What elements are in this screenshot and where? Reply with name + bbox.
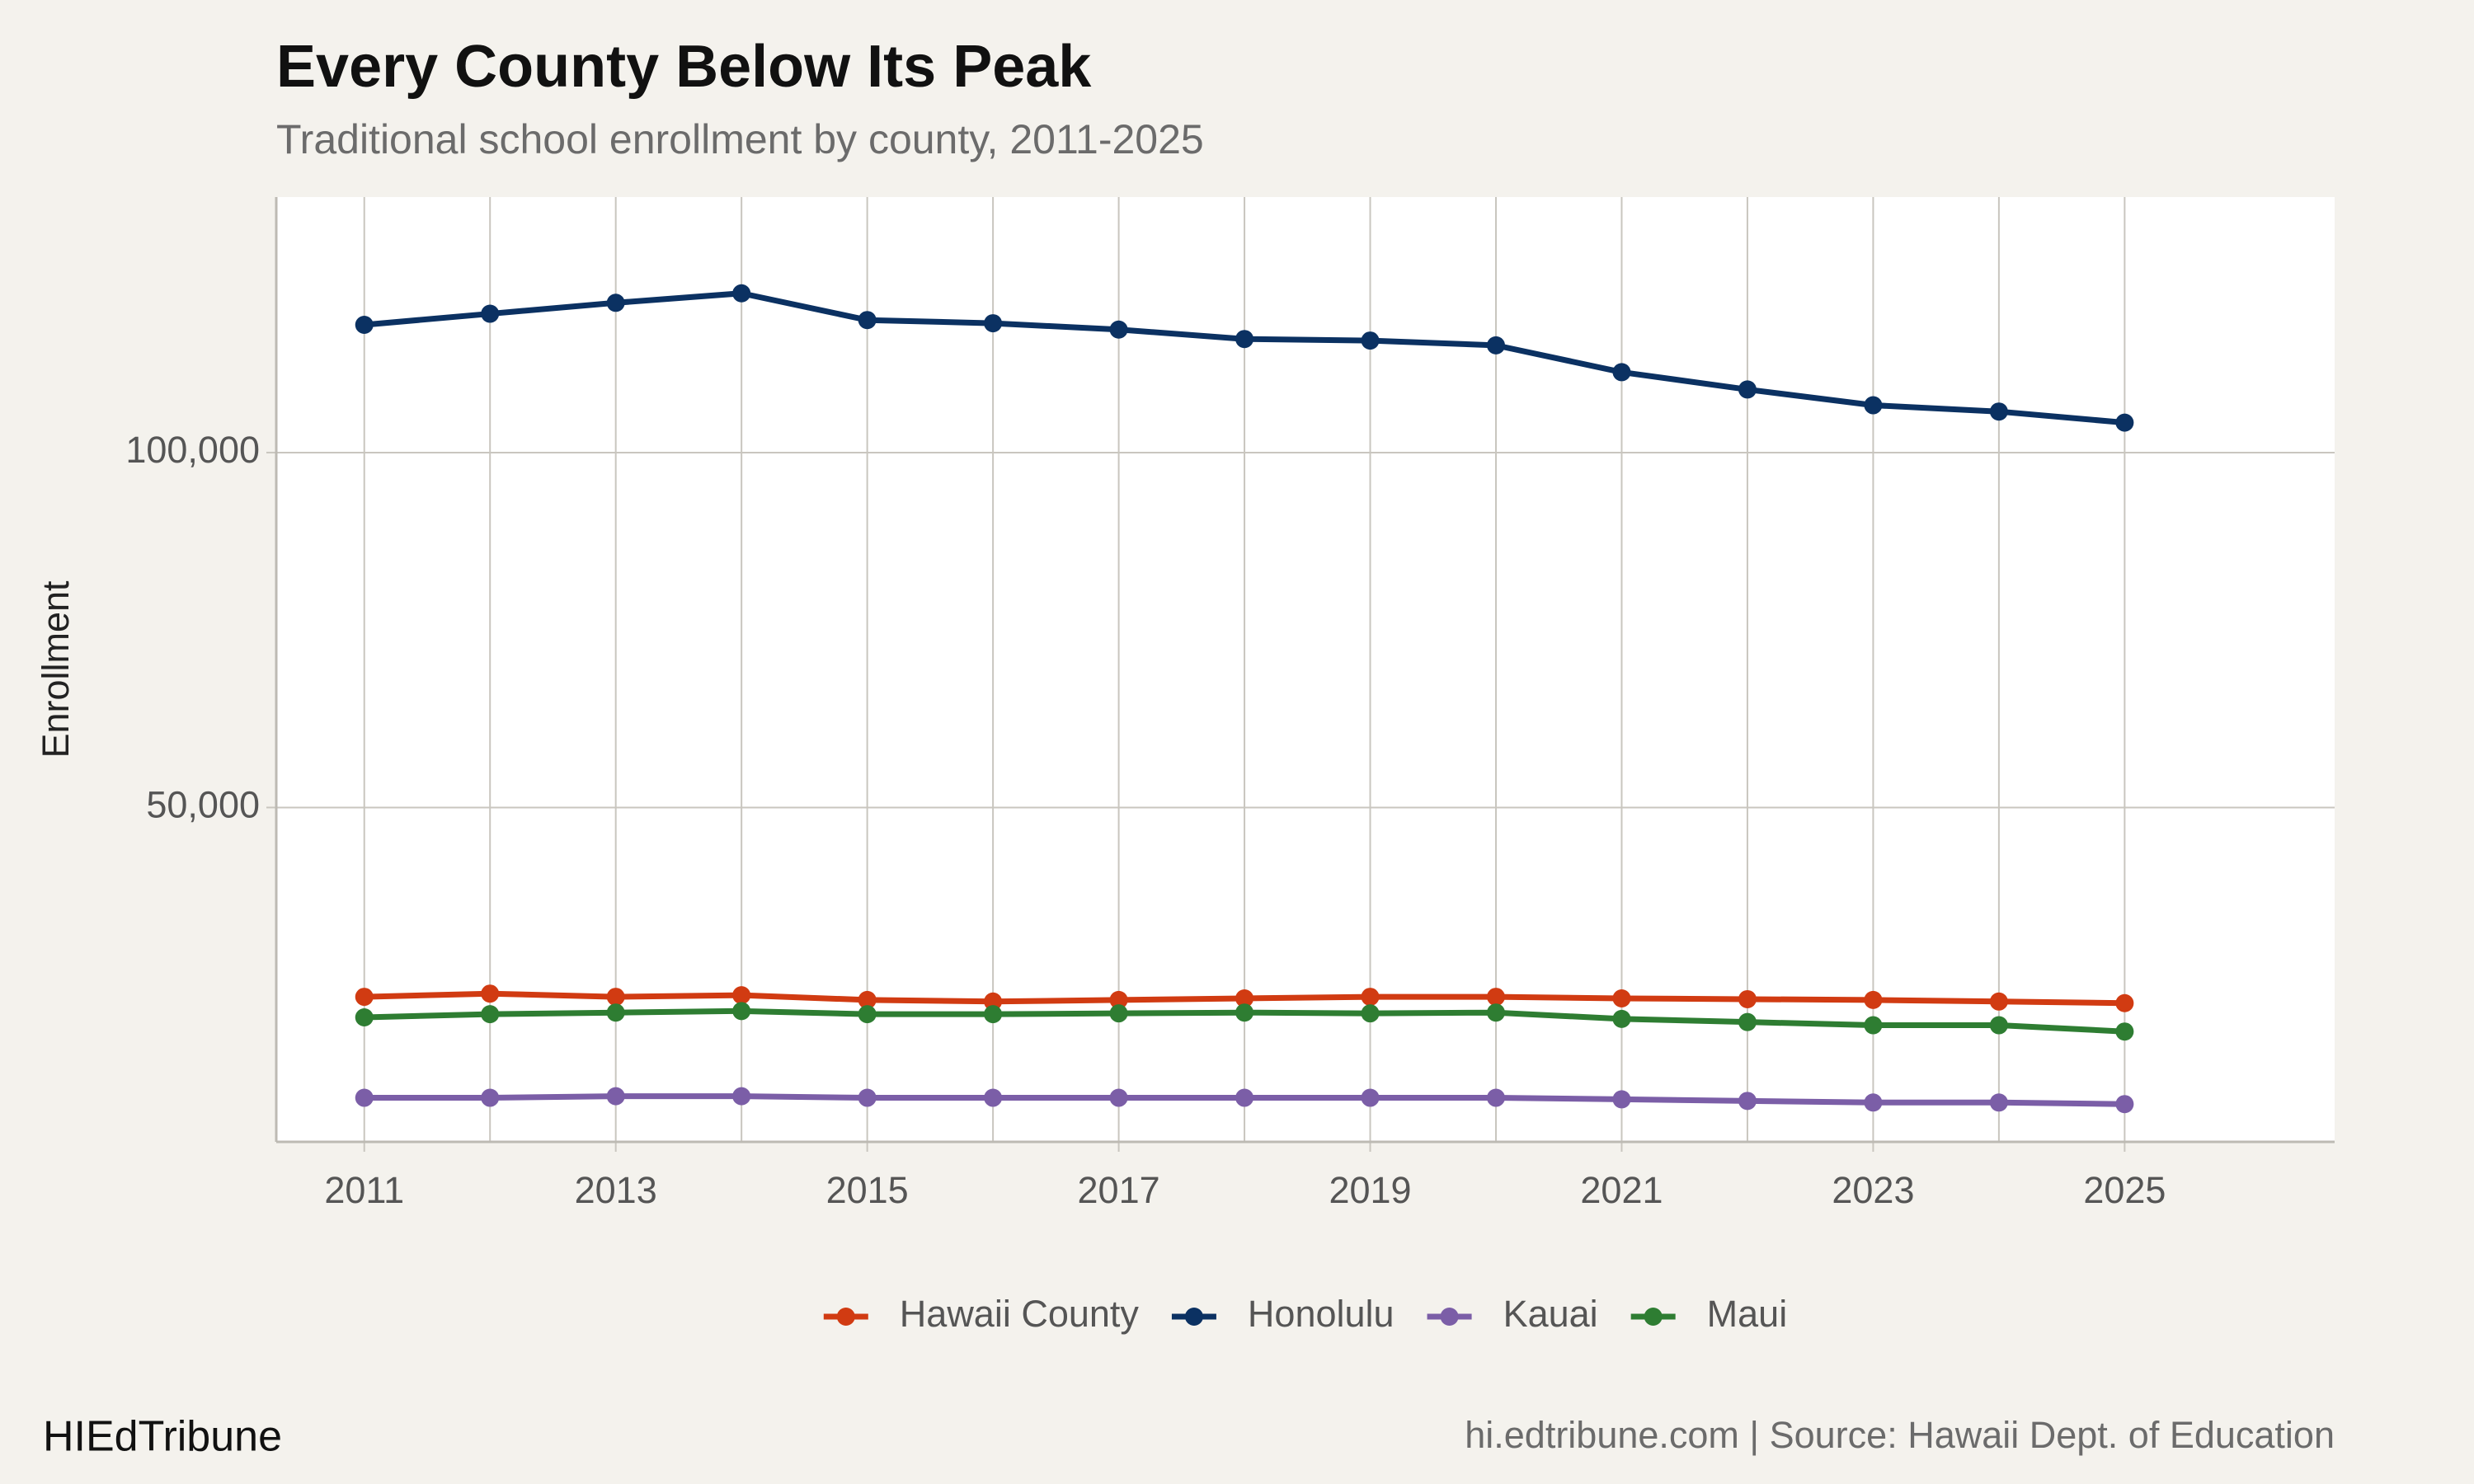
point: [1989, 1093, 2008, 1112]
point: [858, 990, 877, 1009]
point: [355, 1088, 374, 1107]
x-tick-label: 2011: [324, 1169, 404, 1211]
point: [1235, 989, 1254, 1007]
point: [606, 988, 625, 1007]
legend-label: Honolulu: [1248, 1293, 1395, 1335]
point: [1864, 396, 1883, 415]
legend-label: Hawaii County: [900, 1293, 1140, 1335]
point: [2115, 993, 2134, 1012]
point: [1361, 1088, 1380, 1107]
point: [1864, 1093, 1883, 1112]
legend-key-dot: [1184, 1308, 1203, 1326]
legend: Hawaii County Honolulu Kauai Maui: [823, 1293, 1788, 1335]
point: [481, 304, 500, 323]
source: hi.edtribune.com | Source: Hawaii Dept. …: [1465, 1414, 2335, 1456]
point: [1738, 380, 1757, 399]
point: [606, 294, 625, 312]
legend-key-dot: [1644, 1308, 1663, 1326]
point: [1738, 1092, 1757, 1111]
chart-title: Every County Below Its Peak: [276, 34, 1092, 100]
point: [2115, 1095, 2134, 1114]
x-tick-label: 2023: [1832, 1169, 1914, 1211]
point: [606, 1003, 625, 1022]
point: [1361, 988, 1380, 1007]
y-tick-label: 50,000: [146, 783, 260, 825]
point: [1486, 336, 1505, 355]
x-tick-label: 2019: [1329, 1169, 1411, 1211]
y-tick-label: 100,000: [125, 429, 260, 471]
point: [1109, 990, 1128, 1009]
point: [1109, 1088, 1128, 1107]
point: [1486, 1088, 1505, 1107]
x-tick-label: 2025: [2083, 1169, 2166, 1211]
point: [858, 1088, 877, 1107]
point: [732, 986, 751, 1005]
point: [2115, 1022, 2134, 1041]
point: [1235, 1003, 1254, 1022]
x-tick-label: 2015: [826, 1169, 909, 1211]
point: [606, 1087, 625, 1106]
point: [1361, 331, 1380, 350]
point: [1109, 1004, 1128, 1023]
point: [481, 984, 500, 1003]
point: [984, 992, 1003, 1011]
point: [732, 1087, 751, 1106]
x-tick-label: 2021: [1580, 1169, 1663, 1211]
legend-label: Maui: [1707, 1293, 1788, 1335]
point: [1486, 1003, 1505, 1022]
chart-subtitle: Traditional school enrollment by county,…: [276, 116, 1204, 162]
point: [1612, 989, 1631, 1007]
point: [355, 988, 374, 1007]
point: [1486, 988, 1505, 1007]
point: [1235, 1088, 1254, 1107]
point: [732, 284, 751, 303]
point: [1612, 1009, 1631, 1028]
point: [858, 311, 877, 330]
x-tick-label: 2013: [575, 1169, 657, 1211]
point: [1612, 363, 1631, 382]
point: [858, 1005, 877, 1024]
point: [1361, 1004, 1380, 1023]
point: [481, 1088, 500, 1107]
point: [1989, 992, 2008, 1011]
point: [1612, 1090, 1631, 1109]
point: [1864, 1016, 1883, 1035]
point: [1109, 320, 1128, 339]
legend-key-dot: [1440, 1308, 1459, 1326]
legend-label: Kauai: [1503, 1293, 1598, 1335]
point: [1738, 1012, 1757, 1031]
point: [1738, 989, 1757, 1008]
point: [984, 1005, 1003, 1024]
point: [1864, 990, 1883, 1009]
point: [1235, 330, 1254, 349]
point: [481, 1005, 500, 1024]
point: [355, 315, 374, 334]
brand: HIEdTribune: [43, 1413, 282, 1461]
point: [984, 1088, 1003, 1107]
point: [2115, 413, 2134, 432]
x-tick-label: 2017: [1078, 1169, 1160, 1211]
y-axis-label: Enrollment: [35, 580, 77, 758]
point: [1989, 1016, 2008, 1035]
legend-key-dot: [836, 1308, 855, 1326]
point: [984, 314, 1003, 333]
point: [355, 1007, 374, 1026]
point: [732, 1002, 751, 1021]
point: [1989, 402, 2008, 421]
plot-area: [276, 197, 2335, 1142]
